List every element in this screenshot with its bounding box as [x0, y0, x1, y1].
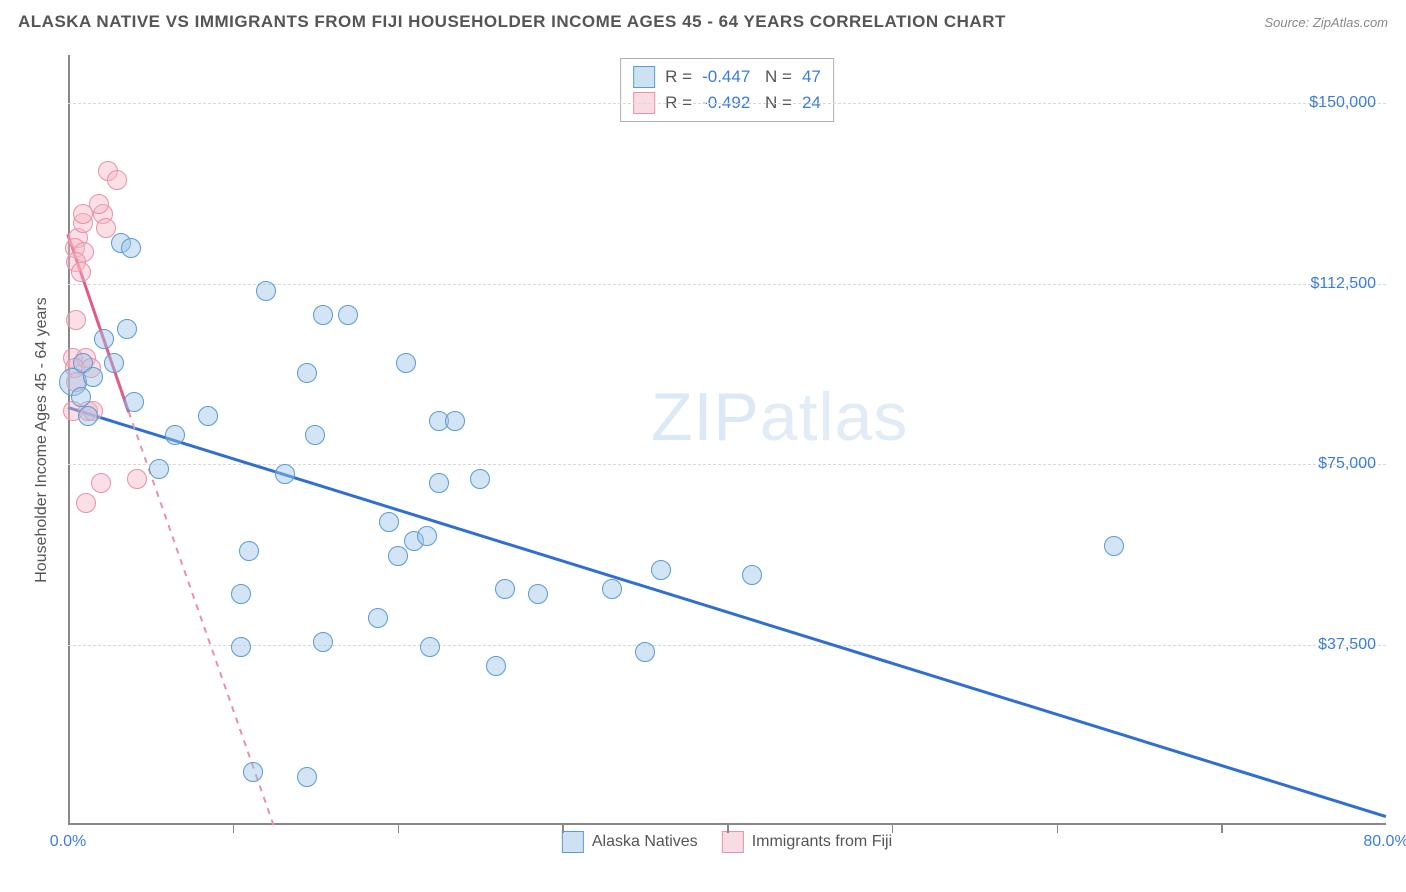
data-point: [275, 464, 295, 484]
watermark-bold: ZIP: [651, 379, 760, 455]
data-point: [78, 406, 98, 426]
data-point: [124, 392, 144, 412]
data-point: [470, 469, 490, 489]
data-point: [1104, 536, 1124, 556]
data-point: [231, 584, 251, 604]
data-point: [305, 425, 325, 445]
data-point: [107, 170, 127, 190]
data-point: [388, 546, 408, 566]
data-point: [83, 367, 103, 387]
x-tick: [1221, 825, 1223, 833]
source-attribution: Source: ZipAtlas.com: [1264, 15, 1388, 30]
data-point: [635, 642, 655, 662]
data-point: [94, 329, 114, 349]
data-point: [379, 512, 399, 532]
legend-row-blue: R = -0.447 N = 47: [633, 64, 821, 90]
y-tick-label: $112,500: [1310, 275, 1376, 293]
watermark-light: atlas: [760, 379, 909, 455]
trend-line: [68, 406, 1387, 817]
gridline: [68, 645, 1386, 646]
legend-item-blue: Alaska Natives: [562, 831, 698, 853]
data-point: [338, 305, 358, 325]
data-point: [420, 637, 440, 657]
gridline: [68, 464, 1386, 465]
r-value-blue: -0.447: [702, 67, 750, 87]
data-point: [396, 353, 416, 373]
data-point: [89, 194, 109, 214]
data-point: [198, 406, 218, 426]
data-point: [742, 565, 762, 585]
data-point: [165, 425, 185, 445]
plot-region: ZIPatlas R = -0.447 N = 47 R = -0.492 N …: [68, 55, 1386, 825]
data-point: [445, 411, 465, 431]
data-point: [495, 579, 515, 599]
x-tick: [892, 825, 894, 833]
data-point: [127, 469, 147, 489]
chart-area: Householder Income Ages 45 - 64 years ZI…: [50, 55, 1390, 825]
swatch-pink: [722, 831, 744, 853]
legend-item-pink: Immigrants from Fiji: [722, 831, 892, 853]
swatch-blue: [633, 66, 655, 88]
x-tick: [233, 825, 235, 833]
y-axis-label: Householder Income Ages 45 - 64 years: [33, 297, 51, 583]
data-point: [121, 238, 141, 258]
data-point: [486, 656, 506, 676]
watermark: ZIPatlas: [651, 378, 908, 456]
data-point: [231, 637, 251, 657]
legend-label-blue: Alaska Natives: [592, 833, 698, 851]
data-point: [239, 541, 259, 561]
data-point: [243, 762, 263, 782]
data-point: [651, 560, 671, 580]
data-point: [297, 363, 317, 383]
y-axis-line: [68, 55, 70, 825]
chart-title: ALASKA NATIVE VS IMMIGRANTS FROM FIJI HO…: [18, 12, 1006, 32]
swatch-blue: [562, 831, 584, 853]
data-point: [297, 767, 317, 787]
n-value-blue: 47: [802, 67, 821, 87]
y-tick-label: $37,500: [1318, 636, 1376, 654]
x-tick: [398, 825, 400, 833]
data-point: [528, 584, 548, 604]
gridline: [68, 103, 1386, 104]
data-point: [368, 608, 388, 628]
correlation-legend: R = -0.447 N = 47 R = -0.492 N = 24: [620, 58, 834, 122]
data-point: [429, 473, 449, 493]
data-point: [313, 632, 333, 652]
data-point: [104, 353, 124, 373]
y-tick-label: $150,000: [1309, 94, 1376, 112]
data-point: [602, 579, 622, 599]
data-point: [417, 526, 437, 546]
data-point: [256, 281, 276, 301]
data-point: [91, 473, 111, 493]
title-bar: ALASKA NATIVE VS IMMIGRANTS FROM FIJI HO…: [0, 0, 1406, 40]
data-point: [117, 319, 137, 339]
series-legend: Alaska Natives Immigrants from Fiji: [562, 831, 892, 853]
x-tick-label: 0.0%: [50, 833, 86, 851]
data-point: [149, 459, 169, 479]
data-point: [76, 493, 96, 513]
x-tick-label: 80.0%: [1363, 833, 1406, 851]
y-tick-label: $75,000: [1318, 455, 1376, 473]
x-tick: [727, 825, 729, 833]
data-point: [71, 387, 91, 407]
data-point: [71, 262, 91, 282]
data-point: [66, 310, 86, 330]
legend-label-pink: Immigrants from Fiji: [752, 833, 892, 851]
x-tick: [562, 825, 564, 833]
x-tick: [1057, 825, 1059, 833]
data-point: [313, 305, 333, 325]
